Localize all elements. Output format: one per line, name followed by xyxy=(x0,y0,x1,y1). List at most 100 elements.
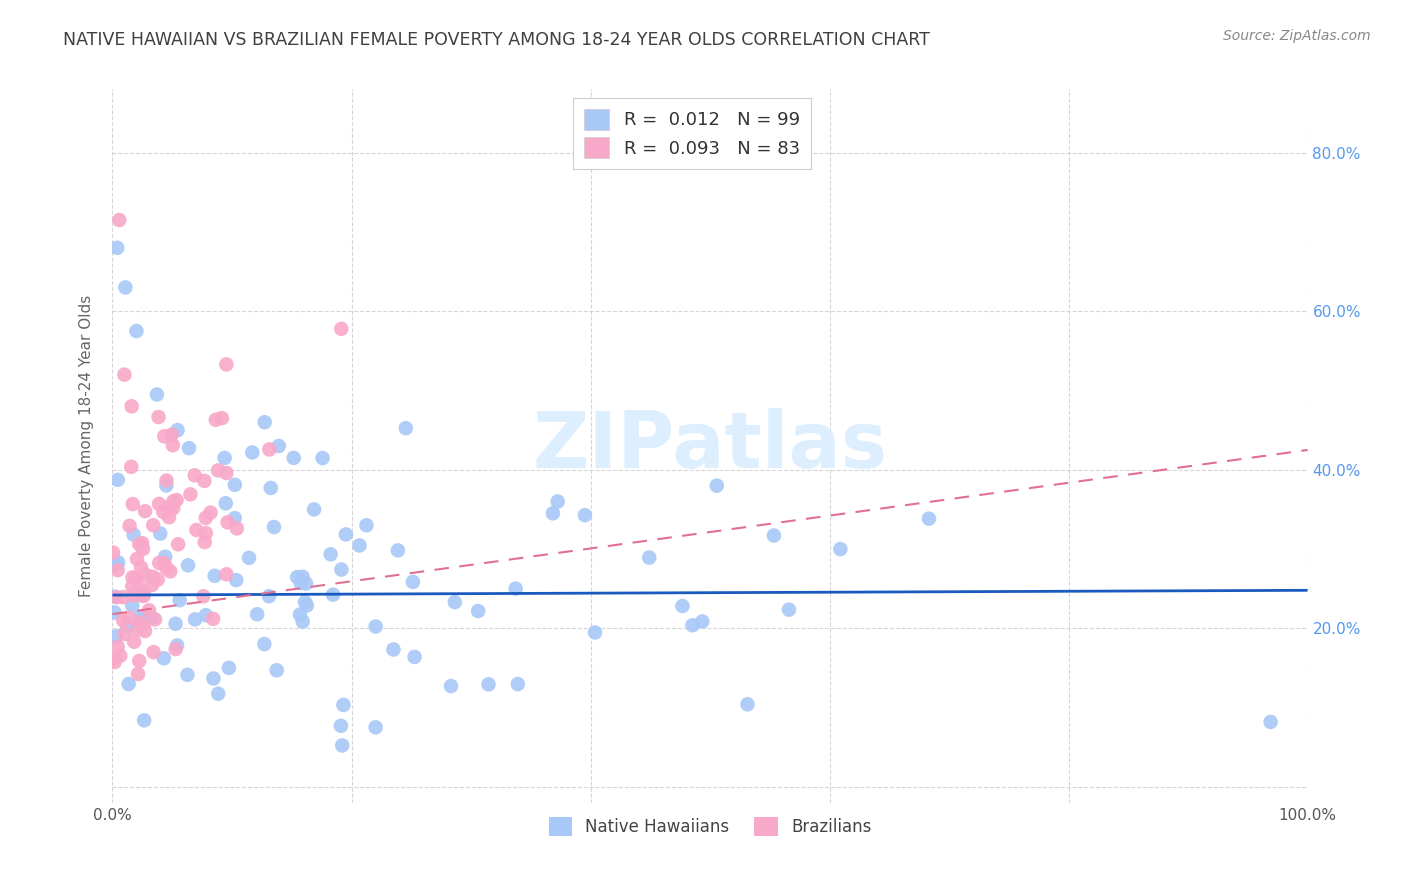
Point xyxy=(148,409,170,424)
Point xyxy=(246,607,269,622)
Point xyxy=(183,468,205,483)
Point xyxy=(141,578,163,592)
Point xyxy=(194,535,217,549)
Point xyxy=(112,614,135,628)
Point xyxy=(285,570,308,584)
Point xyxy=(319,547,342,561)
Point xyxy=(356,518,378,533)
Point xyxy=(179,487,201,501)
Point xyxy=(107,473,129,487)
Point xyxy=(176,668,198,682)
Legend: Native Hawaiians, Brazilians: Native Hawaiians, Brazilians xyxy=(540,808,880,845)
Point xyxy=(186,523,208,537)
Point xyxy=(215,567,238,582)
Point xyxy=(141,611,163,625)
Point xyxy=(207,687,229,701)
Point xyxy=(122,527,145,541)
Point xyxy=(132,589,155,603)
Point xyxy=(128,654,150,668)
Point xyxy=(128,537,150,551)
Point xyxy=(364,619,387,633)
Point xyxy=(142,518,165,533)
Point xyxy=(153,429,176,443)
Point xyxy=(330,563,353,577)
Point xyxy=(762,528,785,542)
Point xyxy=(288,607,311,622)
Point xyxy=(125,324,148,338)
Point xyxy=(238,550,260,565)
Point xyxy=(335,527,357,541)
Point xyxy=(108,213,131,227)
Point xyxy=(155,561,177,575)
Point xyxy=(387,543,409,558)
Point xyxy=(148,497,170,511)
Point xyxy=(165,616,187,631)
Point xyxy=(330,322,353,336)
Point xyxy=(121,497,143,511)
Point xyxy=(349,538,371,552)
Point xyxy=(101,545,124,559)
Point xyxy=(118,519,141,533)
Point xyxy=(160,427,183,442)
Point xyxy=(225,521,247,535)
Point xyxy=(165,642,187,657)
Text: Source: ZipAtlas.com: Source: ZipAtlas.com xyxy=(1223,29,1371,43)
Point xyxy=(134,504,156,518)
Point xyxy=(184,612,207,626)
Point xyxy=(105,241,128,255)
Point xyxy=(202,612,225,626)
Text: NATIVE HAWAIIAN VS BRAZILIAN FEMALE POVERTY AMONG 18-24 YEAR OLDS CORRELATION CH: NATIVE HAWAIIAN VS BRAZILIAN FEMALE POVE… xyxy=(63,31,931,49)
Point xyxy=(118,611,141,625)
Point xyxy=(404,649,426,664)
Point xyxy=(737,698,759,712)
Point xyxy=(117,619,139,633)
Point xyxy=(290,576,312,591)
Point xyxy=(194,608,217,623)
Point xyxy=(162,438,184,452)
Point xyxy=(778,602,800,616)
Point xyxy=(194,526,217,541)
Point xyxy=(167,537,190,551)
Point xyxy=(690,615,713,629)
Point xyxy=(211,411,233,425)
Point xyxy=(330,739,353,753)
Point xyxy=(207,463,229,477)
Point xyxy=(125,571,148,585)
Point xyxy=(259,442,281,457)
Point xyxy=(111,590,134,604)
Point xyxy=(260,481,283,495)
Point xyxy=(322,588,344,602)
Point xyxy=(440,679,463,693)
Point xyxy=(477,677,499,691)
Point xyxy=(105,591,128,605)
Point xyxy=(122,588,145,602)
Point xyxy=(574,508,596,523)
Point xyxy=(121,400,143,414)
Point xyxy=(132,585,155,599)
Point xyxy=(193,589,215,603)
Point xyxy=(127,667,149,681)
Point xyxy=(169,593,191,607)
Point xyxy=(107,563,129,577)
Point xyxy=(202,672,225,686)
Point xyxy=(131,536,153,550)
Point xyxy=(224,478,246,492)
Point xyxy=(129,615,152,630)
Point xyxy=(295,576,318,591)
Point xyxy=(547,494,569,508)
Point xyxy=(132,618,155,632)
Point xyxy=(122,634,145,648)
Point xyxy=(143,612,166,626)
Point xyxy=(200,506,222,520)
Point xyxy=(295,599,318,613)
Point xyxy=(505,582,527,596)
Point xyxy=(467,604,489,618)
Point xyxy=(134,624,156,638)
Point xyxy=(103,606,125,620)
Point xyxy=(159,500,181,514)
Point xyxy=(104,655,127,669)
Point xyxy=(125,552,148,566)
Point xyxy=(121,579,143,593)
Point xyxy=(177,441,200,455)
Point xyxy=(153,557,176,571)
